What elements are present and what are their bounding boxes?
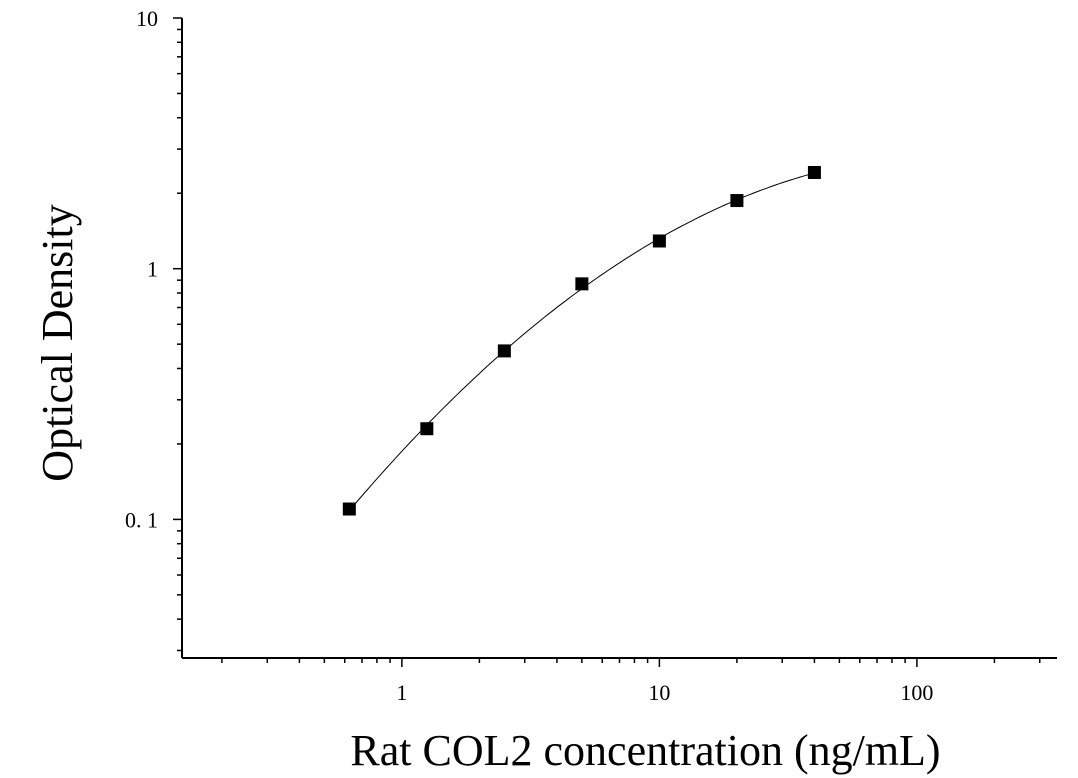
data-point	[497, 344, 511, 358]
fit-curve	[346, 172, 815, 515]
y-tick-label: 1	[147, 257, 158, 282]
data-point	[652, 234, 666, 248]
y-tick-label: 10	[136, 6, 158, 31]
x-ticks: 1 10 100	[221, 658, 1041, 705]
x-tick-label: 100	[900, 680, 933, 705]
x-axis-title: Rat COL2 concentration (ng/mL)	[350, 726, 940, 775]
data-point	[575, 277, 589, 291]
y-ticks: 0. 1 1 10	[125, 6, 182, 652]
y-axis-title: Optical Density	[33, 204, 82, 481]
data-point	[807, 165, 821, 179]
data-point	[420, 422, 434, 436]
x-tick-label: 1	[396, 680, 407, 705]
data-points	[342, 165, 821, 516]
data-point	[730, 194, 744, 208]
axes	[181, 18, 1057, 659]
data-point	[342, 502, 356, 516]
y-tick-label: 0. 1	[125, 507, 158, 532]
x-tick-label: 10	[648, 680, 670, 705]
